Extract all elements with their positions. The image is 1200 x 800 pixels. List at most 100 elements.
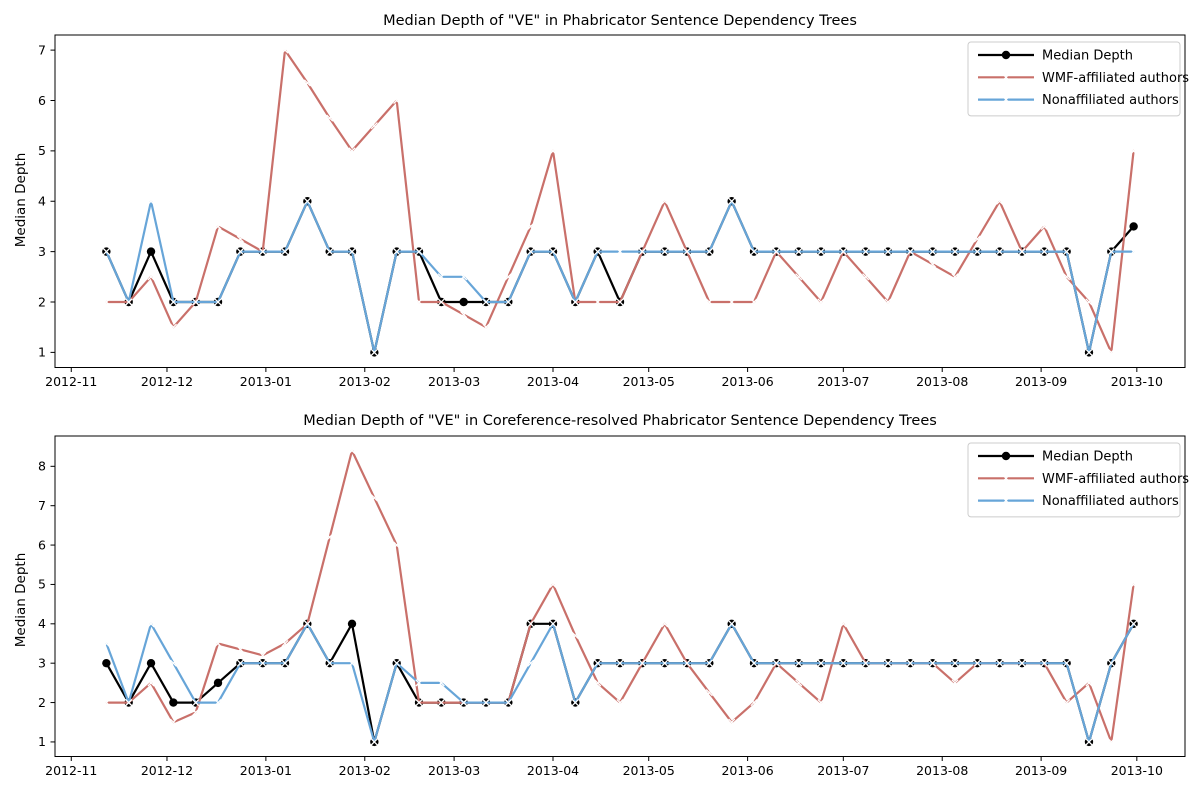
legend-entry: Median Depth: [978, 450, 1133, 465]
data-point-x: [750, 248, 758, 256]
data-point-x: [571, 632, 579, 640]
data-point-x: [370, 348, 378, 356]
data-point-x: [750, 659, 758, 667]
legend-marker: [1001, 50, 1011, 60]
data-point-x: [1085, 298, 1093, 306]
data-point-x: [884, 659, 892, 667]
y-tick-label: 7: [38, 42, 46, 57]
data-point-x: [1018, 248, 1026, 256]
data-point-x: [259, 248, 267, 256]
data-point-x: [415, 679, 423, 687]
data-point-x: [795, 659, 803, 667]
data-point-x: [482, 699, 490, 707]
legend-marker: [1001, 451, 1011, 461]
data-point-x: [1085, 348, 1093, 356]
data-point-x: [929, 260, 937, 268]
data-point-x: [951, 659, 959, 667]
data-point-x: [750, 298, 758, 306]
data-point-x: [460, 311, 468, 319]
data-point-x: [549, 147, 557, 155]
x-tick-label: 2013-03: [428, 763, 480, 778]
top-chart: Median Depth of "VE" in Phabricator Sent…: [13, 13, 1189, 389]
data-point-x: [906, 659, 914, 667]
legend-box: [967, 442, 1181, 518]
data-point-x: [772, 659, 780, 667]
data-point-x: [728, 197, 736, 205]
legend-marker: [1002, 73, 1010, 81]
data-point-x: [236, 235, 244, 243]
data-point-x: [795, 679, 803, 687]
data-point-x: [147, 620, 155, 628]
x-tick-label: 2013-04: [527, 763, 579, 778]
data-point-x: [147, 679, 155, 687]
chart-title: Median Depth of "VE" in Phabricator Sent…: [383, 13, 857, 29]
data-point-x: [437, 699, 445, 707]
data-point-x: [370, 122, 378, 130]
data-point-x: [415, 699, 423, 707]
x-axis: 2012-11 2012-12 2013-01 2013-02 2013-03 2013-…: [45, 756, 1163, 778]
y-tick-label: 1: [38, 734, 46, 749]
data-point-x: [393, 96, 401, 105]
series-nonaffiliated-authors: [102, 620, 1138, 746]
data-point-x: [147, 273, 155, 281]
data-point-x: [1063, 699, 1071, 707]
data-point-x: [571, 699, 579, 707]
legend-label: WMF-affiliated authors: [1042, 472, 1189, 487]
y-tick-label: 1: [38, 345, 46, 360]
axes-frame: [54, 435, 1186, 757]
data-point-x: [348, 447, 356, 455]
y-tick-label: 3: [38, 244, 46, 259]
data-point-x: [348, 659, 356, 667]
data-point-x: [370, 738, 378, 746]
y-tick-label: 7: [38, 498, 46, 513]
data-point-x: [281, 46, 289, 54]
x-tick-label: 2012-12: [141, 374, 193, 389]
data-point-x: [102, 298, 110, 306]
data-point-x: [661, 620, 669, 628]
plot-canvas: 2012-11 2012-12 2013-01 2013-02 2013-03 2013-…: [38, 34, 1189, 389]
data-point-dot: [1129, 222, 1138, 231]
data-point-x: [661, 248, 669, 256]
legend-label: Median Depth: [1042, 49, 1133, 64]
data-point-x: [728, 718, 736, 726]
data-point-x: [594, 659, 602, 667]
data-point-x: [370, 494, 378, 502]
data-point-x: [996, 197, 1004, 205]
data-point-x: [214, 639, 222, 648]
data-point-x: [661, 197, 669, 205]
x-tick-label: 2013-09: [1015, 374, 1067, 389]
data-point-x: [102, 248, 110, 256]
legend-label: Nonaffiliated authors: [1042, 93, 1179, 108]
data-point-x: [192, 708, 200, 716]
data-point-x: [236, 645, 244, 653]
data-point-x: [1063, 273, 1071, 281]
data-point-x: [973, 235, 981, 243]
data-point-x: [437, 679, 445, 687]
data-point-x: [348, 248, 356, 256]
bottom-chart: Median Depth of "VE" in Coreference-reso…: [0, 400, 1200, 800]
data-point-x: [951, 679, 959, 687]
data-point-x: [303, 197, 311, 205]
y-tick-label: 3: [38, 655, 46, 670]
x-tick-label: 2013-10: [1111, 763, 1163, 778]
data-point-x: [527, 248, 535, 256]
data-point-x: [192, 298, 200, 306]
data-point-x: [236, 659, 244, 667]
data-point-x: [795, 273, 803, 281]
data-point-x: [951, 248, 959, 256]
data-point-x: [1018, 659, 1026, 667]
data-point-x: [862, 659, 870, 667]
y-tick-label: 5: [38, 143, 46, 158]
data-point-x: [1040, 659, 1048, 667]
data-point-x: [1085, 679, 1093, 687]
legend-entry: Median Depth: [978, 49, 1133, 64]
data-point-x: [169, 323, 177, 331]
x-tick-label: 2012-11: [45, 763, 97, 778]
x-tick-label: 2013-09: [1015, 763, 1067, 778]
data-point-dot: [459, 297, 468, 307]
x-tick-label: 2013-06: [721, 763, 773, 778]
data-point-x: [303, 620, 311, 628]
data-point-x: [415, 248, 423, 256]
data-point-x: [884, 298, 892, 306]
data-point-x: [326, 248, 334, 256]
